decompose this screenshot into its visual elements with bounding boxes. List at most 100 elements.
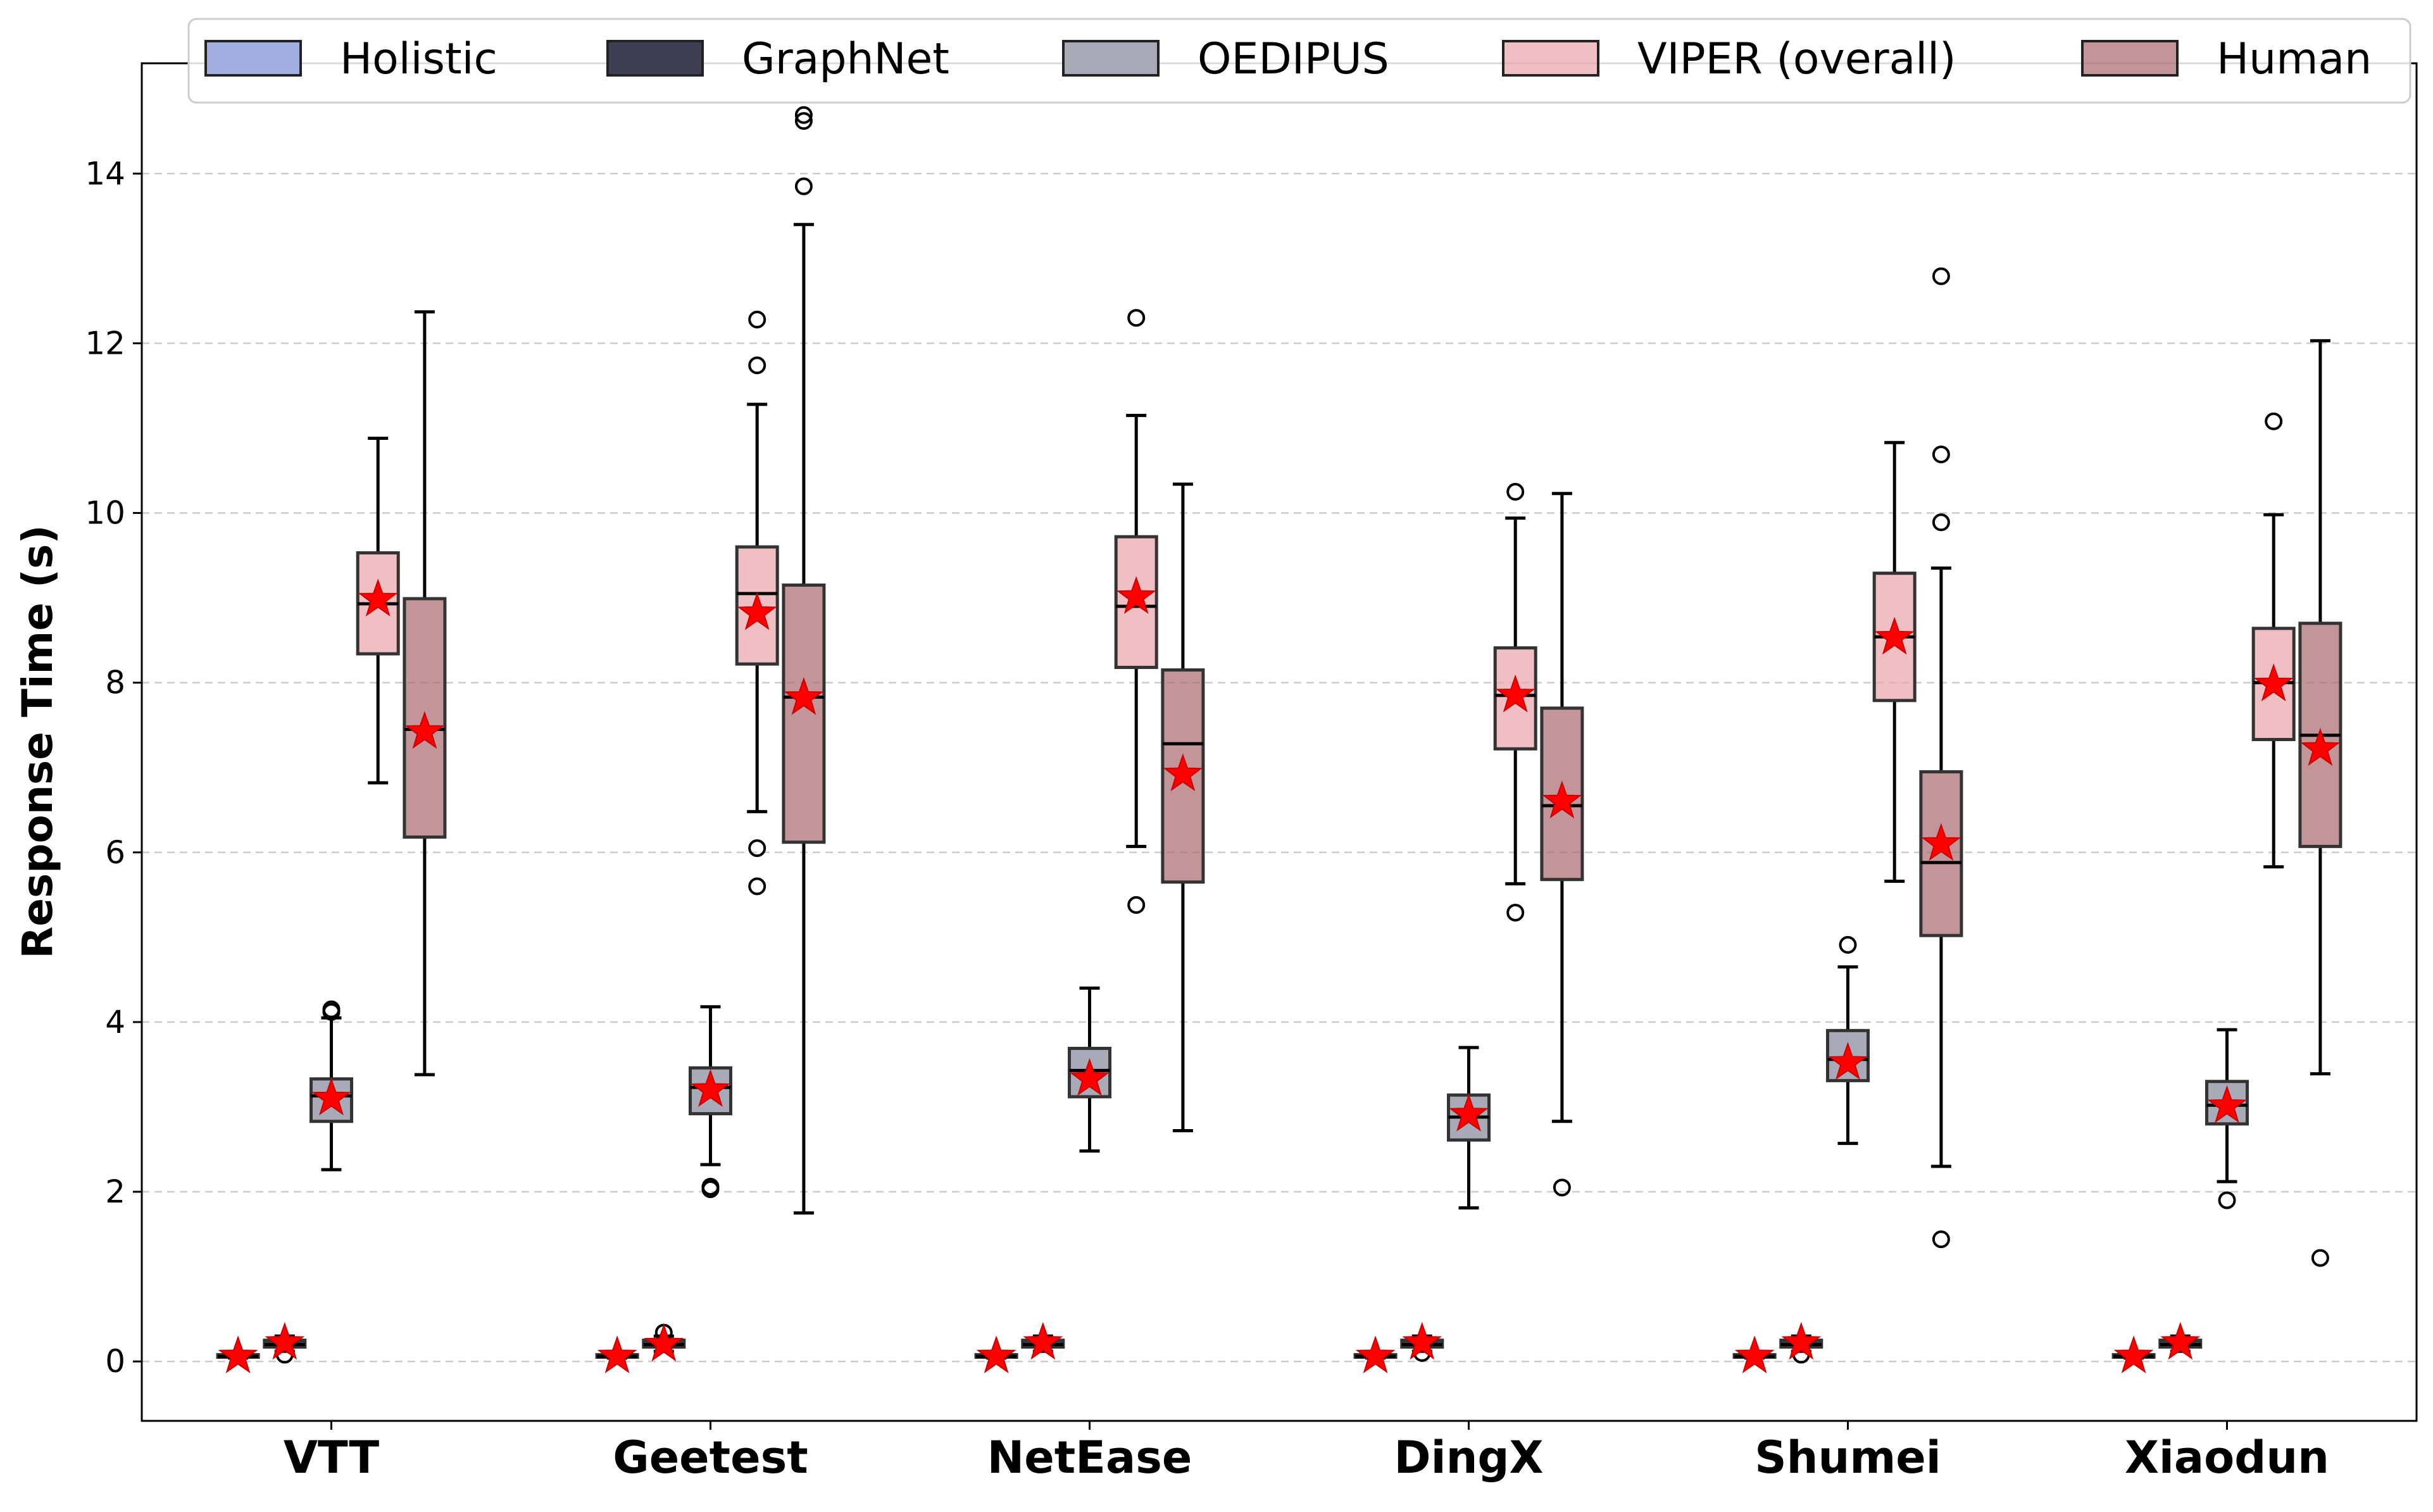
y-tick-label: 8 — [105, 665, 125, 701]
legend-label: OEDIPUS — [1198, 34, 1389, 84]
outlier-point — [794, 112, 813, 130]
mean-marker-star — [1163, 753, 1203, 792]
box-human-dingx — [1540, 492, 1584, 1197]
mean-marker-star — [1828, 1042, 1868, 1080]
box-body — [782, 583, 826, 844]
box-holistic-netease — [974, 1335, 1018, 1373]
mean-marker-star — [691, 1069, 730, 1107]
box-holistic-xiaodun — [2111, 1335, 2156, 1373]
box-oedipus-netease — [1068, 986, 1111, 1153]
category-label: VTT — [284, 1432, 380, 1484]
box-oedipus-vtt — [310, 1000, 353, 1171]
mean-marker-star — [1542, 780, 1582, 819]
outlier-point — [748, 310, 766, 328]
box-holistic-geetest — [595, 1335, 639, 1373]
box-viper-overall--vtt — [356, 437, 400, 785]
y-tick-label: 6 — [105, 834, 125, 871]
mean-marker-star — [597, 1335, 637, 1373]
category-label: Geetest — [613, 1432, 808, 1484]
box-graphnet-dingx — [1400, 1321, 1444, 1362]
outlier-point — [1932, 1230, 1950, 1249]
legend: Holistic GraphNet OEDIPUS VIPER (overall) Hu… — [187, 18, 2411, 104]
mean-marker-star — [2113, 1335, 2154, 1373]
outlier-point — [1506, 903, 1525, 922]
box-human-shumei — [1919, 267, 1963, 1249]
box-viper-overall--xiaodun — [2251, 412, 2296, 869]
outlier-point — [2265, 412, 2283, 430]
outlier-point — [748, 839, 766, 858]
outlier-point — [2311, 1249, 2329, 1267]
y-tick-label: 12 — [85, 325, 125, 361]
mean-marker-star — [1402, 1321, 1442, 1360]
mean-marker-star — [1781, 1321, 1822, 1360]
outlier-point — [1932, 513, 1950, 532]
box-graphnet-netease — [1021, 1321, 1065, 1360]
box-human-xiaodun — [2298, 339, 2342, 1267]
legend-swatch — [1062, 40, 1160, 77]
outlier-point — [794, 106, 813, 124]
mean-marker-star — [1355, 1335, 1396, 1373]
mean-marker-star — [1921, 823, 1961, 861]
x-axis: VTT Geetest NetEase DingX Shumei Xiaodun — [284, 1421, 2329, 1484]
box-viper-overall--dingx — [1493, 483, 1537, 922]
category-label: NetEase — [987, 1432, 1192, 1484]
y-tick-label: 10 — [85, 495, 125, 532]
legend-swatch — [1502, 40, 1599, 77]
mean-marker-star — [2300, 728, 2341, 766]
mean-marker-star — [311, 1077, 351, 1116]
grid — [142, 173, 2417, 1363]
mean-marker-star — [976, 1335, 1016, 1373]
legend-label: GraphNet — [742, 34, 949, 84]
mean-marker-star — [784, 677, 824, 715]
legend-label: Human — [2217, 34, 2372, 84]
outlier-point — [748, 877, 766, 896]
box-holistic-shumei — [1732, 1335, 1777, 1373]
legend-swatch — [204, 40, 302, 77]
box-viper-overall--netease — [1114, 309, 1158, 914]
mean-marker-star — [1449, 1093, 1489, 1132]
outlier-point — [701, 1177, 720, 1196]
box-graphnet-geetest — [642, 1323, 686, 1362]
mean-marker-star — [2207, 1085, 2247, 1123]
box-body — [1919, 770, 1963, 937]
box-human-geetest — [782, 106, 826, 1215]
mean-marker-star — [358, 578, 398, 616]
mean-marker-star — [265, 1321, 305, 1360]
mean-marker-star — [218, 1335, 258, 1373]
outlier-point — [322, 1000, 341, 1018]
outlier-point — [1127, 896, 1146, 914]
y-tick-label: 0 — [105, 1343, 125, 1380]
outlier-point — [1553, 1178, 1571, 1197]
mean-marker-star — [1495, 674, 1535, 713]
box-graphnet-shumei — [1779, 1321, 1823, 1364]
y-axis-label: Response Time (s) — [13, 525, 62, 958]
y-tick-label: 14 — [85, 155, 125, 192]
outlier-point — [794, 177, 813, 196]
mean-marker-star — [1734, 1335, 1775, 1373]
y-axis: 0 2 4 6 8 10 12 14 — [85, 155, 142, 1380]
box-oedipus-xiaodun — [2205, 1028, 2249, 1209]
box-holistic-dingx — [1353, 1335, 1398, 1373]
boxes — [216, 106, 2342, 1373]
mean-marker-star — [1874, 616, 1915, 655]
outlier-point — [1932, 446, 1950, 464]
legend-swatch — [606, 40, 704, 77]
legend-frame — [187, 18, 2411, 104]
outlier-point — [1506, 483, 1525, 501]
mean-marker-star — [404, 711, 445, 749]
mean-marker-star — [1070, 1058, 1110, 1096]
box-human-vtt — [403, 310, 447, 1077]
mean-marker-star — [737, 592, 777, 630]
category-label: Shumei — [1754, 1432, 1941, 1484]
plot-frame — [141, 62, 2418, 1422]
mean-marker-star — [1023, 1321, 1063, 1360]
box-oedipus-shumei — [1826, 935, 1870, 1146]
box-human-netease — [1161, 482, 1205, 1133]
box-body — [403, 597, 447, 839]
box-viper-overall--shumei — [1872, 440, 1917, 883]
outlier-point — [1127, 309, 1146, 327]
legend-label: Holistic — [340, 34, 497, 84]
y-tick-label: 4 — [105, 1004, 125, 1040]
box-graphnet-xiaodun — [2158, 1321, 2203, 1360]
